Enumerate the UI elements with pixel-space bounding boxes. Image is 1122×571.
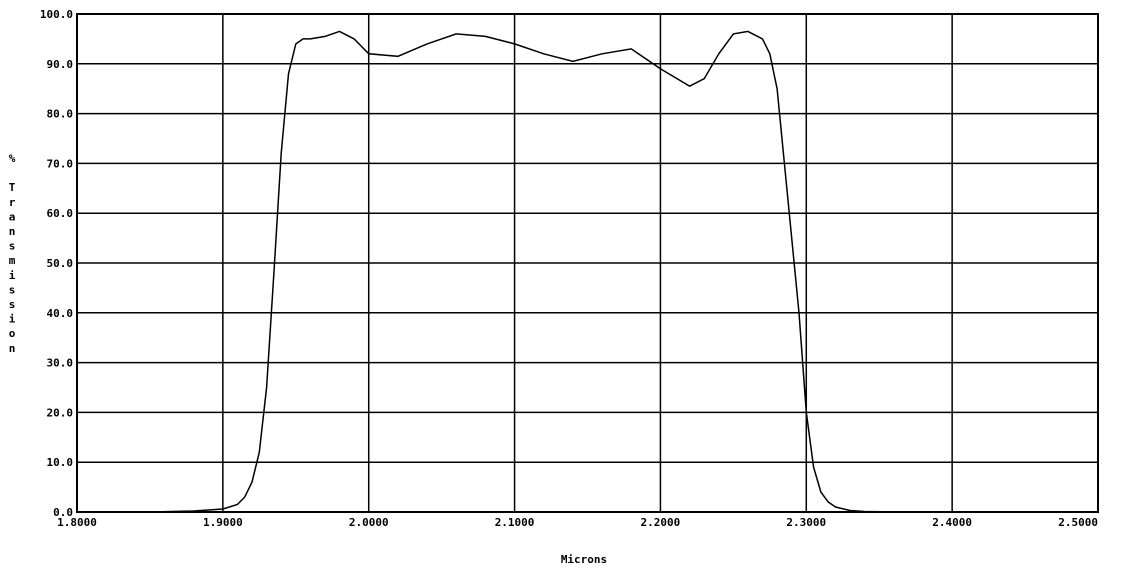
y-axis-label-char: n	[9, 225, 16, 238]
x-tick-label: 2.4000	[932, 516, 972, 529]
y-axis-label-char: m	[9, 254, 16, 267]
plot-frame	[76, 13, 1099, 513]
y-axis-label-char: a	[9, 210, 16, 223]
y-tick-label: 40.0	[47, 307, 74, 320]
x-axis-label: Microns	[561, 553, 607, 566]
y-axis-label-char: s	[9, 298, 16, 311]
y-tick-label: 100.0	[40, 8, 73, 21]
y-axis-label-char: r	[9, 196, 16, 209]
y-tick-label: 90.0	[47, 58, 74, 71]
chart-grid	[76, 13, 1099, 513]
x-tick-label: 2.3000	[786, 516, 826, 529]
y-tick-label: 80.0	[47, 108, 74, 121]
y-tick-label: 70.0	[47, 157, 74, 170]
x-tick-label: 2.2000	[641, 516, 681, 529]
y-axis-label-char: s	[9, 240, 16, 253]
y-tick-label: 0.0	[53, 506, 73, 519]
x-tick-label: 1.9000	[203, 516, 243, 529]
y-axis-label-char: T	[9, 181, 16, 194]
y-axis-label-char: s	[9, 283, 16, 296]
x-tick-label: 2.1000	[495, 516, 535, 529]
series-line-transmission	[77, 30, 1098, 513]
y-tick-label: 30.0	[47, 357, 74, 370]
y-axis-label-char: o	[9, 327, 16, 340]
x-tick-label: 1.8000	[57, 516, 97, 529]
y-tick-label: 60.0	[47, 207, 74, 220]
x-tick-label: 2.5000	[1058, 516, 1098, 529]
y-tick-label: 10.0	[47, 456, 74, 469]
x-tick-label: 2.0000	[349, 516, 389, 529]
y-tick-labels: 0.0 10.0 20.0 30.0 40.0 50.0 60.0 70.0 80.0 90.0 1…	[40, 8, 73, 519]
y-axis-label-char: %	[9, 152, 16, 165]
y-tick-label: 50.0	[47, 257, 74, 270]
y-axis-label-char: i	[9, 313, 16, 326]
y-axis-label-char: n	[9, 342, 16, 355]
y-tick-label: 20.0	[47, 406, 74, 419]
x-tick-labels: 1.8000 1.9000 2.0000 2.1000 2.2000 2.3000 2.40…	[57, 516, 1098, 529]
y-axis-label-char: i	[9, 269, 16, 282]
